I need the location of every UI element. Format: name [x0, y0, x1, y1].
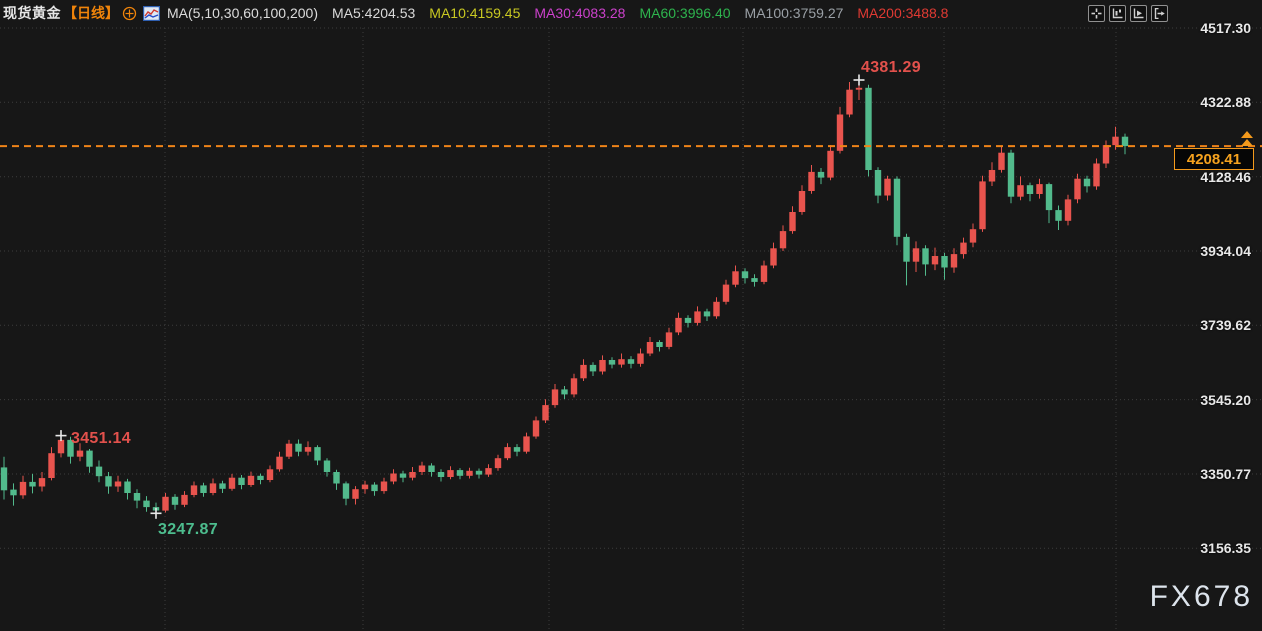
ma-legend: MA5:4204.53 MA10:4159.45 MA30:4083.28 MA60:…: [318, 5, 948, 21]
ma-settings-label: MA(5,10,30,60,100,200): [167, 5, 318, 21]
price-annotation: 3247.87: [158, 521, 218, 538]
exit-chart-icon[interactable]: [1151, 4, 1168, 22]
ma-legend-item: MA60:3996.40: [639, 5, 731, 21]
ma-legend-item: MA200:3488.8: [857, 5, 949, 21]
swing-markers: [55, 74, 865, 519]
price-up-arrow-icon: [1240, 130, 1256, 148]
last-price-badge: 4208.41: [1174, 148, 1254, 170]
mini-chart-icon[interactable]: [143, 5, 160, 21]
candles-layer: [0, 80, 1129, 514]
price-annotation: 4381.29: [861, 59, 921, 76]
ma-legend-item: MA5:4204.53: [332, 5, 416, 21]
ma-legend-item: MA10:4159.45: [429, 5, 521, 21]
chart-toolbar: [1084, 4, 1168, 22]
timeframe-label: 【日线】: [63, 5, 119, 21]
ma-legend-item: MA30:4083.28: [534, 5, 626, 21]
chart-playback-icon[interactable]: [1130, 4, 1147, 22]
fx678-watermark: FX678: [1149, 580, 1253, 613]
axis-pane-icon[interactable]: [1109, 4, 1126, 22]
move-pane-icon[interactable]: [1088, 4, 1105, 22]
price-annotation: 3451.14: [71, 430, 131, 447]
chart-header-bar: 现货黄金 【日线】 MA(5,10,30,60,100,200) MA5:420…: [0, 0, 1262, 26]
ma-legend-item: MA100:3759.27: [744, 5, 844, 21]
symbol-title: 现货黄金: [3, 5, 61, 21]
crosshair-icon[interactable]: [122, 6, 137, 21]
